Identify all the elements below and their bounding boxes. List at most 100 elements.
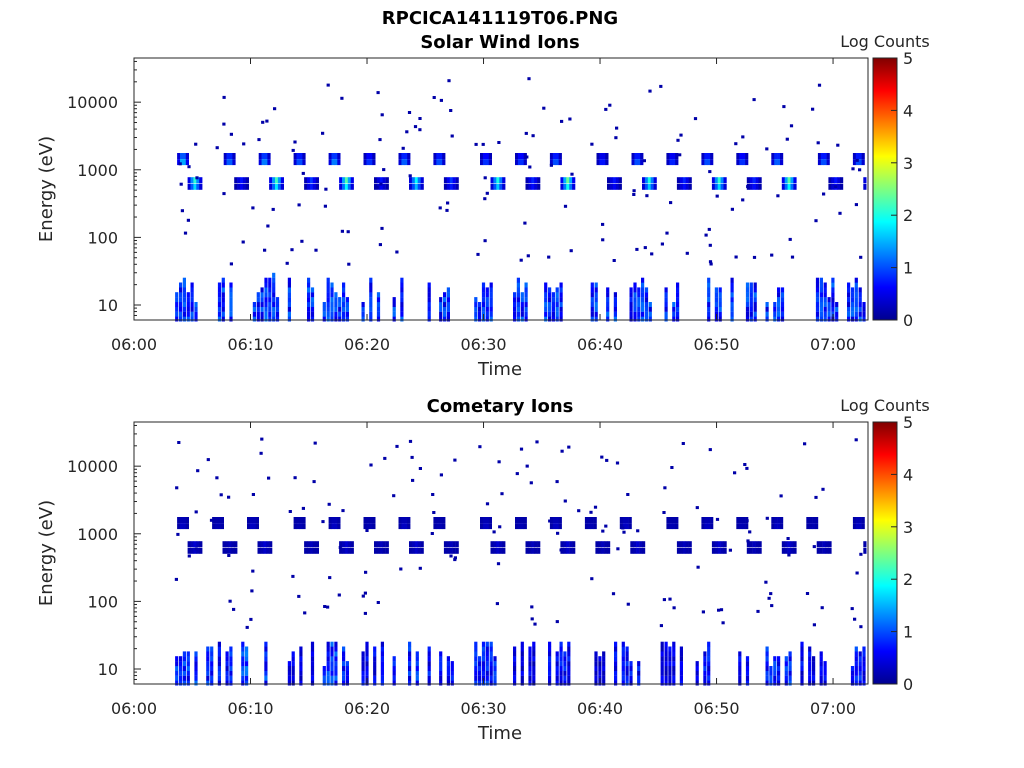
data-cell	[513, 311, 517, 317]
data-cell	[641, 302, 645, 307]
data-cell	[485, 651, 489, 657]
data-cell	[823, 287, 827, 293]
data-cell	[695, 675, 699, 681]
data-cell	[485, 302, 489, 307]
data-cell	[299, 523, 303, 530]
data-cell	[496, 562, 501, 566]
data-cell	[793, 183, 797, 190]
data-cell	[380, 680, 384, 686]
data-cell	[415, 680, 419, 686]
data-cell	[206, 651, 210, 657]
data-cell	[835, 302, 839, 307]
x-tick-label: 06:30	[460, 699, 506, 718]
data-cell	[369, 287, 373, 293]
data-cell	[820, 153, 824, 159]
data-cell	[854, 675, 858, 681]
data-cell	[594, 316, 598, 322]
data-cell	[594, 666, 598, 671]
data-cell	[605, 153, 609, 159]
data-cell	[299, 159, 303, 166]
data-cell	[187, 183, 191, 190]
data-cell	[408, 680, 412, 686]
data-cell	[323, 605, 327, 608]
data-cell	[410, 455, 414, 459]
data-cell	[644, 297, 649, 303]
data-cell	[392, 661, 396, 667]
data-cell	[625, 666, 629, 671]
data-cell	[455, 177, 459, 184]
data-cell	[334, 306, 338, 312]
data-cell	[531, 547, 535, 554]
data-cell	[210, 651, 214, 657]
data-cell	[481, 142, 485, 146]
data-cell	[182, 153, 187, 159]
data-cell	[765, 661, 769, 667]
data-cell	[765, 147, 769, 151]
data-cell	[800, 641, 804, 647]
data-cell	[606, 287, 610, 293]
data-cell	[793, 547, 797, 554]
data-cell	[432, 511, 436, 514]
data-cell	[485, 297, 489, 303]
data-cell	[446, 661, 450, 667]
data-cell	[446, 177, 450, 184]
data-cell	[641, 297, 645, 303]
data-cell	[590, 287, 594, 293]
data-cell	[748, 530, 752, 534]
data-cell	[809, 524, 813, 527]
data-cell	[788, 661, 792, 667]
solar-wind-axes-box	[133, 57, 869, 321]
data-cell	[478, 656, 482, 662]
data-cell	[489, 675, 493, 681]
data-cell	[707, 680, 711, 686]
data-cell	[633, 316, 637, 322]
data-cell	[614, 670, 618, 676]
data-cell	[679, 675, 683, 681]
data-cell	[363, 591, 367, 595]
data-cell	[777, 670, 781, 676]
data-cell	[194, 651, 198, 657]
data-cell	[449, 554, 453, 558]
data-cell	[217, 675, 221, 681]
data-cell	[310, 287, 315, 293]
data-cell	[493, 656, 497, 662]
data-cell	[446, 201, 450, 205]
data-cell	[780, 316, 785, 322]
data-cell	[229, 159, 233, 166]
data-cell	[773, 316, 777, 322]
data-cell	[226, 159, 230, 166]
data-cell	[525, 541, 529, 548]
data-cell	[861, 517, 865, 523]
data-cell	[607, 541, 611, 548]
data-cell	[551, 306, 555, 312]
data-cell	[618, 177, 622, 184]
data-cell	[560, 449, 564, 453]
data-cell	[408, 656, 412, 662]
data-cell	[815, 277, 820, 283]
data-cell	[563, 675, 567, 681]
data-cell	[773, 656, 777, 662]
data-cell	[746, 177, 750, 184]
data-cell	[644, 292, 649, 298]
data-cell	[769, 592, 773, 596]
data-cell	[676, 547, 681, 554]
data-cell	[489, 297, 493, 303]
data-cell	[229, 311, 233, 317]
data-cell	[708, 170, 712, 174]
data-cell	[664, 675, 668, 681]
data-cell	[666, 159, 670, 166]
data-cell	[555, 670, 559, 676]
data-cell	[631, 153, 635, 159]
data-cell	[738, 661, 742, 667]
data-cell	[777, 680, 781, 686]
data-cell	[361, 651, 365, 657]
data-cell	[602, 680, 606, 686]
data-cell	[190, 183, 194, 190]
data-cell	[196, 177, 200, 184]
data-cell	[851, 167, 855, 171]
data-cell	[614, 646, 618, 652]
data-cell	[411, 541, 416, 548]
data-cell	[831, 306, 835, 312]
data-cell	[287, 287, 291, 293]
data-cell	[532, 680, 536, 686]
